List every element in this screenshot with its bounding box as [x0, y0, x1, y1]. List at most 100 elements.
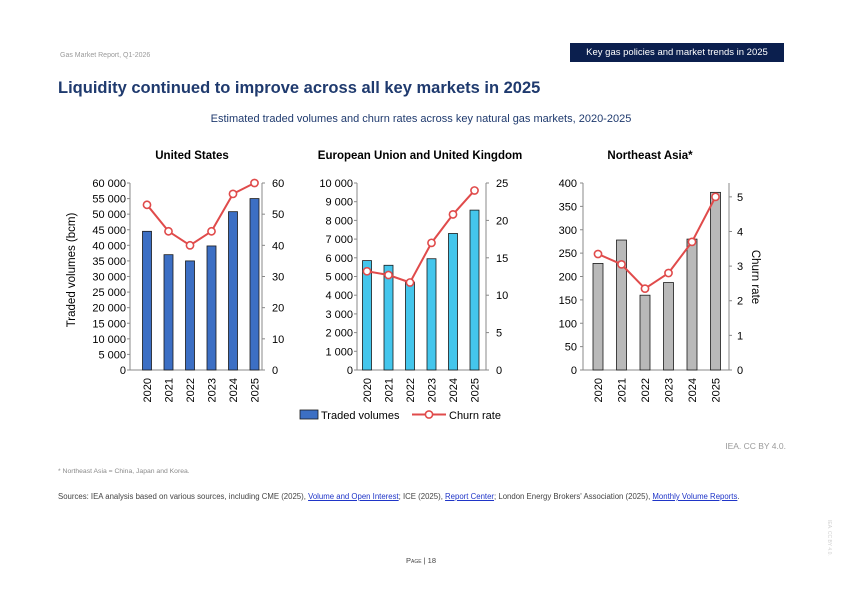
report-name: Gas Market Report, Q1-2026 — [60, 52, 151, 59]
right-tick-label-eu: 15 — [496, 253, 508, 265]
right-tick-label-eu: 25 — [496, 178, 508, 190]
category-label-eu: 2020 — [362, 378, 374, 402]
left-tick-label-eu: 5 000 — [325, 272, 353, 284]
churn-point-us-2024 — [228, 189, 238, 199]
panel-title-us: United States — [155, 150, 229, 162]
sources: Sources: IEA analysis based on various s… — [58, 492, 788, 503]
sources-mid1: ; ICE (2025), — [398, 492, 443, 501]
left-tick-label-eu: 6 000 — [325, 253, 353, 265]
source-link-monthly-volume[interactable]: Monthly Volume Reports — [652, 492, 738, 501]
left-tick-label-nea: 0 — [571, 365, 577, 377]
sources-prefix: Sources: IEA analysis based on various s… — [58, 492, 306, 501]
left-tick-label-eu: 4 000 — [325, 290, 353, 302]
category-label-nea: 2022 — [640, 378, 652, 402]
right-tick-label-nea: 1 — [737, 330, 743, 342]
category-label-nea: 2020 — [593, 378, 605, 402]
bar-nea-2022 — [639, 294, 651, 371]
category-label-us: 2023 — [207, 378, 219, 402]
left-tick-label-us: 5 000 — [98, 349, 126, 361]
left-tick-label-eu: 8 000 — [325, 215, 353, 227]
bar-nea-2024 — [686, 238, 698, 371]
category-label-eu: 2025 — [470, 378, 482, 402]
bar-us-2025 — [249, 198, 260, 371]
right-tick-label-eu: 5 — [496, 328, 502, 340]
panel-title-nea: Northeast Asia* — [607, 150, 693, 162]
credit: IEA. CC BY 4.0. — [725, 441, 786, 451]
bar-eu-2025 — [469, 209, 480, 371]
left-tick-label-us: 0 — [120, 365, 126, 377]
page-footer: Page | 18 — [0, 556, 842, 565]
left-tick-label-nea: 150 — [559, 295, 577, 307]
left-tick-label-us: 15 000 — [92, 318, 126, 330]
churn-point-nea-2021 — [617, 259, 626, 269]
edge-text: IEA. CC BY 4.0. — [826, 520, 832, 556]
left-tick-label-nea: 300 — [559, 225, 577, 237]
page-sep: | — [421, 556, 428, 565]
bar-eu-2023 — [426, 258, 437, 371]
churn-point-us-2022 — [185, 240, 195, 250]
category-label-us: 2024 — [228, 378, 240, 402]
churn-point-eu-2023 — [427, 238, 436, 248]
left-tick-label-us: 60 000 — [92, 178, 126, 190]
right-tick-label-nea: 0 — [737, 365, 743, 377]
left-tick-label-eu: 9 000 — [325, 197, 353, 209]
left-tick-label-eu: 7 000 — [325, 234, 353, 246]
category-label-eu: 2022 — [405, 378, 417, 402]
left-tick-label-eu: 3 000 — [325, 309, 353, 321]
bar-us-2022 — [185, 260, 195, 371]
left-tick-label-eu: 1 000 — [325, 346, 353, 358]
left-tick-label-us: 10 000 — [92, 334, 126, 346]
churn-point-eu-2021 — [384, 270, 393, 280]
churn-point-us-2023 — [207, 226, 216, 236]
category-label-nea: 2025 — [711, 378, 723, 402]
right-tick-label-us: 60 — [272, 178, 284, 190]
left-tick-label-us: 30 000 — [92, 272, 126, 284]
bar-nea-2025 — [710, 191, 721, 371]
bar-nea-2021 — [616, 239, 627, 371]
left-axis-title: Traded volumes (bcm) — [66, 213, 78, 328]
churn-point-nea-2022 — [640, 284, 650, 294]
churn-point-eu-2022 — [405, 278, 415, 287]
bar-nea-2023 — [663, 282, 674, 371]
bar-eu-2024 — [448, 233, 458, 371]
figure-title: Estimated traded volumes and churn rates… — [210, 113, 632, 125]
bar-eu-2020 — [362, 260, 372, 371]
left-tick-label-eu: 10 000 — [319, 178, 353, 190]
bar-nea-2020 — [592, 263, 604, 371]
churn-line-nea — [597, 196, 717, 290]
left-tick-label-nea: 100 — [559, 318, 577, 330]
churn-line-eu — [366, 189, 476, 284]
source-link-volume[interactable]: Volume and Open Interest — [308, 492, 399, 501]
right-tick-label-nea: 5 — [737, 192, 743, 204]
left-tick-label-us: 55 000 — [92, 194, 126, 206]
right-tick-label-us: 50 — [272, 209, 284, 221]
category-label-us: 2022 — [185, 378, 197, 402]
category-label-eu: 2021 — [384, 378, 396, 402]
left-tick-label-nea: 250 — [559, 248, 577, 260]
right-tick-label-us: 0 — [272, 365, 278, 377]
source-link-report-center[interactable]: Report Center — [445, 492, 495, 501]
category-label-us: 2025 — [250, 378, 262, 402]
left-tick-label-us: 40 000 — [92, 240, 126, 252]
bar-us-2021 — [163, 254, 174, 371]
left-tick-label-nea: 50 — [565, 342, 577, 354]
footnote: * Northeast Asia = China, Japan and Kore… — [58, 468, 190, 475]
right-axis-title: Churn rate — [749, 250, 761, 304]
legend-swatch-churn-marker — [424, 410, 434, 419]
left-tick-label-us: 20 000 — [92, 303, 126, 315]
right-tick-label-us: 10 — [272, 334, 284, 346]
page-label: Page — [405, 556, 422, 565]
section-banner: Key gas policies and market trends in 20… — [570, 43, 784, 62]
right-tick-label-nea: 2 — [737, 296, 743, 308]
left-tick-label-eu: 0 — [347, 365, 353, 377]
churn-point-nea-2025 — [711, 192, 720, 202]
category-label-nea: 2024 — [687, 378, 699, 402]
churn-line-us — [146, 182, 255, 247]
left-tick-label-us: 25 000 — [92, 287, 126, 299]
page-title: Liquidity continued to improve across al… — [58, 79, 541, 97]
bar-us-2020 — [142, 230, 152, 371]
legend-label-churn: Churn rate — [449, 410, 501, 422]
sources-suffix: . — [737, 492, 740, 501]
category-label-nea: 2023 — [664, 378, 676, 402]
